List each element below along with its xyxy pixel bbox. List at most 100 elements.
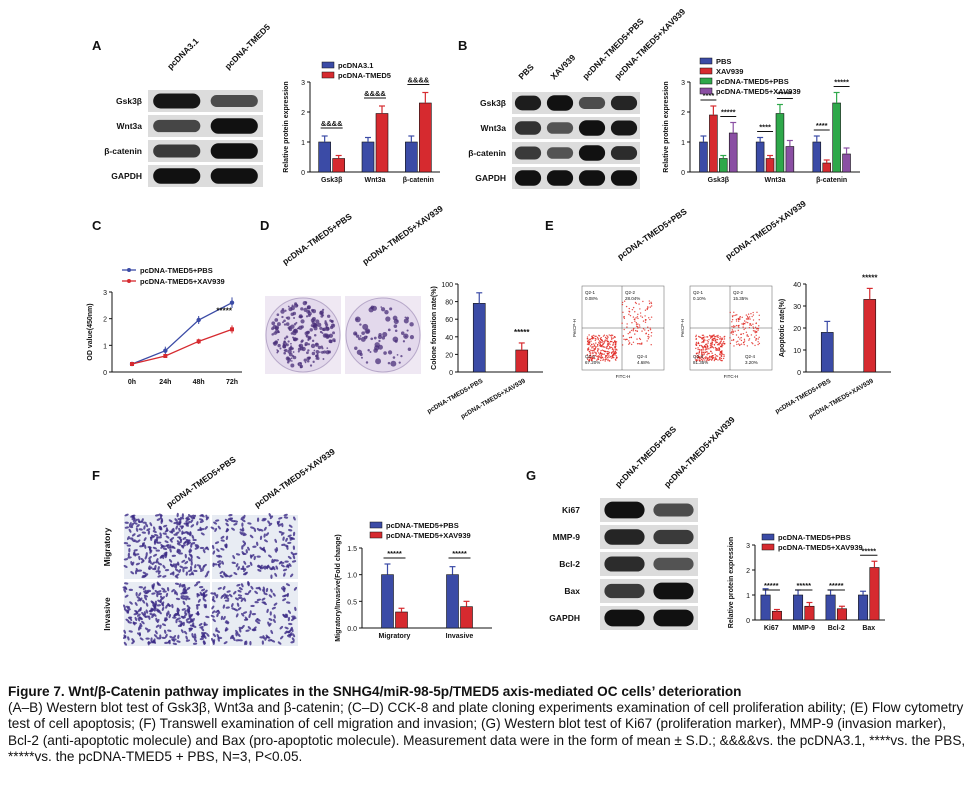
- flow-event: [701, 356, 704, 358]
- cell: [231, 527, 235, 531]
- cell: [190, 557, 193, 563]
- flow-event: [636, 325, 639, 328]
- colony: [315, 354, 319, 358]
- flow-event: [701, 334, 704, 337]
- flow-event: [696, 359, 698, 362]
- flow-event: [639, 326, 641, 328]
- cell: [211, 598, 216, 603]
- flow-event: [743, 338, 746, 341]
- flow-event: [642, 328, 645, 330]
- flow-event: [745, 331, 748, 333]
- colony: [309, 364, 313, 367]
- cell: [259, 535, 263, 541]
- y-tick-label: 1.5: [347, 546, 357, 553]
- flow-event: [754, 326, 757, 329]
- flow-event: [597, 349, 599, 352]
- y-tick-label: 40: [445, 335, 453, 342]
- cell: [249, 561, 253, 566]
- legend-label: pcDNA-TMED5+XAV939: [386, 531, 471, 540]
- flow-event: [591, 358, 593, 360]
- flow-event: [735, 318, 738, 321]
- flow-event: [649, 318, 651, 321]
- flow-event: [613, 336, 616, 338]
- flow-event: [750, 334, 753, 336]
- cell: [277, 523, 282, 527]
- cell: [214, 527, 218, 532]
- cell: [182, 536, 187, 540]
- cell: [263, 526, 267, 531]
- cell: [185, 538, 190, 542]
- flow-event: [593, 349, 595, 352]
- flow-event: [627, 332, 629, 335]
- flow-event: [597, 352, 600, 354]
- flow-event: [614, 352, 616, 355]
- cell: [185, 639, 191, 642]
- flow-event: [699, 336, 702, 339]
- blot-row-label: Bax: [564, 586, 580, 596]
- flow-event: [716, 335, 718, 337]
- cell: [216, 612, 219, 618]
- bar: [775, 113, 785, 173]
- cell: [154, 514, 160, 517]
- cell: [245, 549, 248, 554]
- flow-event: [721, 343, 724, 345]
- flow-event: [721, 337, 723, 339]
- flow-event: [718, 347, 720, 349]
- colony: [301, 339, 304, 343]
- cell: [265, 532, 269, 537]
- cell: [188, 627, 193, 630]
- cell: [149, 559, 152, 565]
- colony: [290, 363, 295, 368]
- cell: [160, 543, 164, 548]
- cell: [282, 594, 287, 598]
- cell: [233, 572, 238, 576]
- cell: [174, 564, 178, 569]
- legend-swatch: [321, 71, 335, 79]
- flow-event: [719, 356, 721, 359]
- flow-event: [639, 312, 642, 314]
- cell: [137, 518, 141, 523]
- cell: [168, 613, 172, 619]
- cell: [225, 535, 229, 541]
- quadrant-label: 81.35%: [693, 360, 708, 365]
- cell: [192, 538, 197, 542]
- colony: [313, 322, 318, 327]
- flow-event: [638, 324, 641, 326]
- colony: [277, 322, 281, 327]
- cell: [156, 618, 160, 624]
- flow-event: [723, 342, 725, 345]
- flow-event: [718, 338, 721, 340]
- blot-row-label: GAPDH: [111, 171, 142, 181]
- cell: [136, 524, 140, 528]
- flow-event: [641, 316, 644, 318]
- flow-event: [733, 311, 735, 313]
- flow-event: [642, 320, 645, 322]
- colony: [293, 323, 297, 326]
- flow-event: [744, 323, 746, 325]
- flow-event: [742, 341, 745, 344]
- cell: [185, 635, 188, 640]
- flow-event: [713, 344, 716, 346]
- flow-event: [720, 339, 722, 341]
- panel-a-blot: pcDNA3.1 pcDNA-TMED5Gsk3βWnt3aβ-cateninGA…: [104, 22, 272, 187]
- cell: [230, 635, 233, 640]
- flow-event: [716, 338, 719, 341]
- cell: [212, 639, 216, 644]
- flow-event: [756, 327, 759, 330]
- cell: [235, 632, 238, 637]
- flow-event: [641, 342, 643, 344]
- cell: [183, 541, 187, 545]
- flow-event: [731, 339, 733, 342]
- flow-event: [711, 339, 713, 342]
- flow-event: [606, 339, 608, 342]
- cell: [132, 621, 136, 626]
- colony: [297, 350, 300, 353]
- colony: [279, 347, 282, 350]
- flow-event: [748, 316, 751, 318]
- cell: [257, 569, 262, 572]
- cell: [176, 542, 181, 546]
- flow-event: [738, 344, 741, 347]
- cell: [136, 632, 141, 636]
- cell: [252, 545, 257, 548]
- cell: [280, 564, 285, 568]
